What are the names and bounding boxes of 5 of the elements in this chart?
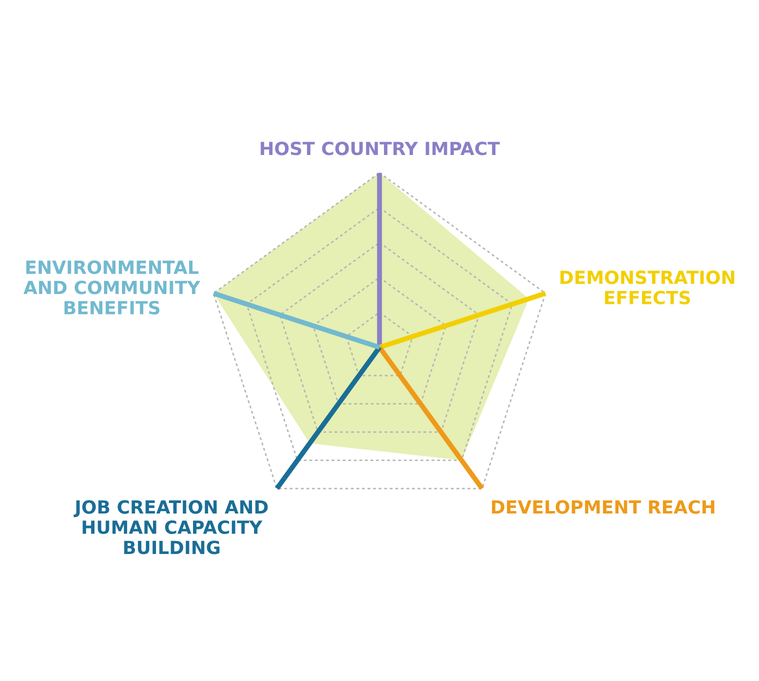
spoke-label: ENVIRONMENTAL AND COMMUNITY BENEFITS (24, 260, 200, 315)
spoke-label: DEVELOPMENT REACH (492, 500, 714, 514)
spoke-label: DEMONSTRATION EFFECTS (560, 270, 734, 304)
spoke-label: HOST COUNTRY IMPACT (260, 142, 500, 156)
spoke-label: JOB CREATION AND HUMAN CAPACITY BUILDING (74, 500, 268, 554)
